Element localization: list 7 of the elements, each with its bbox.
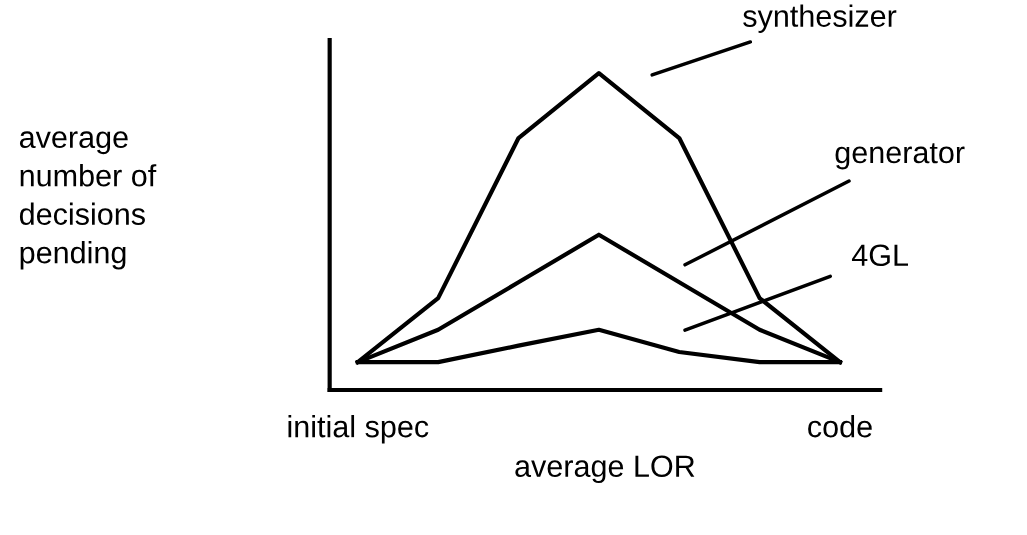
- x-tick-label: code: [808, 415, 872, 438]
- x-tick-label: initial spec: [288, 415, 429, 444]
- annotation: generator: [835, 143, 965, 170]
- y-axis-title: average number of decisions pending: [19, 131, 157, 270]
- x-axis-title: average LOR: [515, 455, 695, 484]
- text: synthesizer: [743, 4, 897, 33]
- annotation: 4GL: [851, 244, 908, 267]
